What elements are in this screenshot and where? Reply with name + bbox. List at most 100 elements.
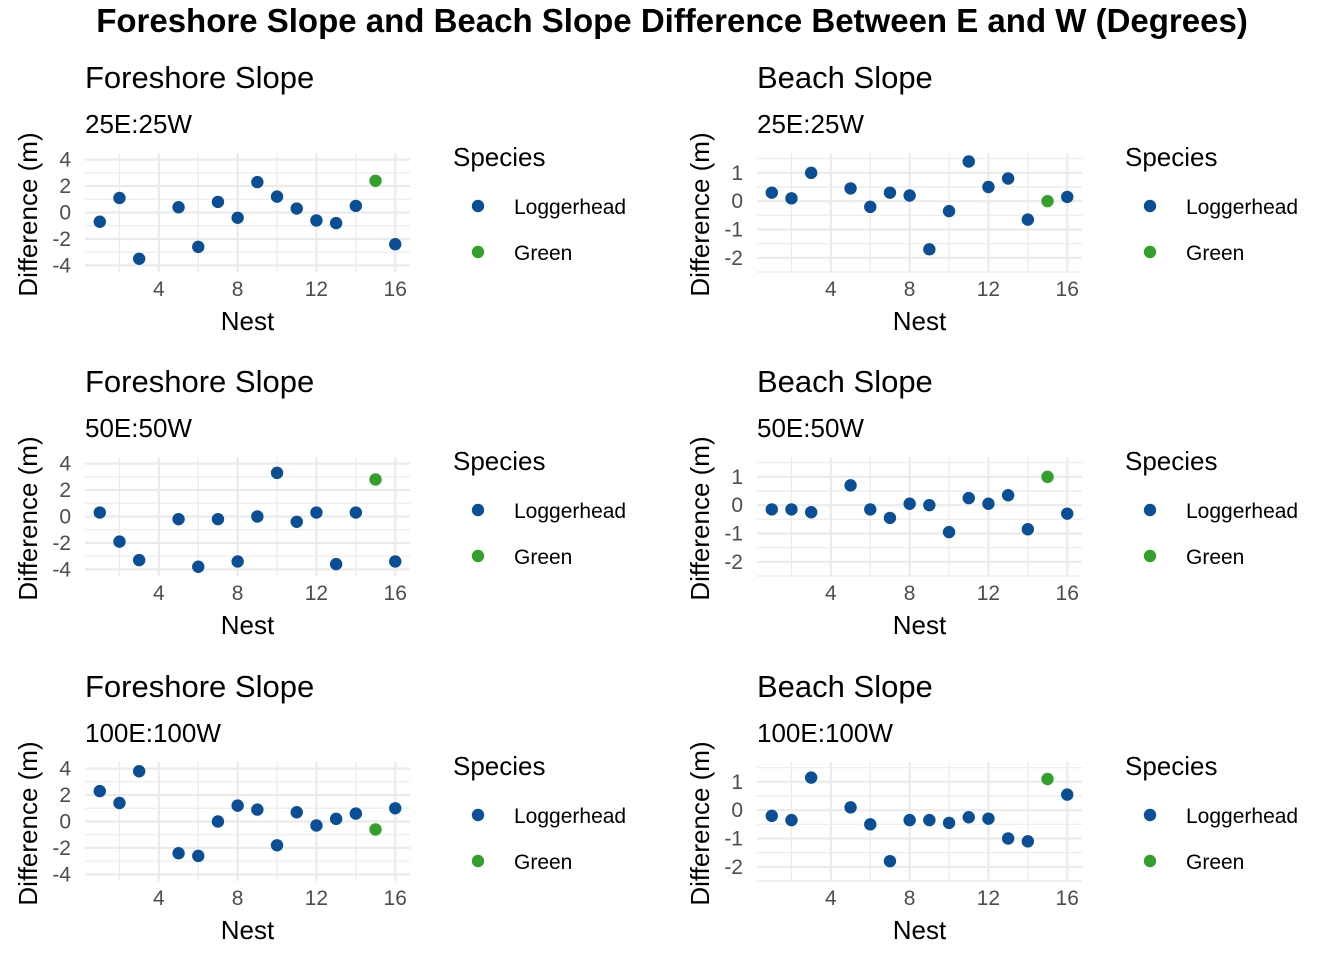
y-tick-label: -4	[52, 558, 71, 581]
legend-key-loggerhead	[471, 503, 485, 517]
chart-panel-5: Foreshore Slope 100E:100W 4 8 12 16 -4 -2 0 2 4 Nes…	[13, 669, 626, 945]
y-tick-label: 2	[59, 479, 71, 502]
y-tick-label: -2	[724, 247, 743, 270]
x-axis-label: Nest	[893, 610, 947, 640]
x-tick-label: 12	[305, 582, 328, 605]
legend-label: Green	[1186, 546, 1244, 569]
point-loggerhead	[1001, 489, 1015, 502]
point-loggerhead	[270, 839, 284, 852]
point-green	[1041, 470, 1054, 484]
point-loggerhead	[192, 240, 205, 254]
y-tick-label: 1	[731, 162, 743, 185]
point-loggerhead	[804, 166, 818, 180]
y-tick-label: 2	[59, 784, 71, 807]
point-loggerhead	[765, 809, 778, 823]
point-loggerhead	[903, 813, 916, 827]
y-tick-label: 2	[59, 175, 71, 198]
point-loggerhead	[923, 243, 936, 256]
point-loggerhead	[310, 819, 323, 832]
legend-key-green	[1143, 245, 1157, 259]
point-loggerhead	[329, 812, 343, 826]
legend-key-loggerhead	[1143, 503, 1157, 517]
point-loggerhead	[349, 199, 363, 213]
legend: Species Loggerhead Green	[1125, 751, 1298, 874]
point-loggerhead	[903, 497, 916, 510]
y-tick-label: -1	[724, 828, 743, 851]
point-loggerhead	[923, 498, 936, 512]
legend-title: Species	[453, 446, 546, 476]
point-loggerhead	[270, 190, 284, 203]
x-tick-label: 4	[825, 582, 837, 605]
point-loggerhead	[310, 214, 323, 227]
x-tick-label: 16	[1056, 582, 1079, 605]
point-loggerhead	[329, 557, 343, 571]
legend-label: Loggerhead	[1186, 196, 1298, 219]
point-loggerhead	[349, 506, 363, 519]
y-tick-label: 0	[731, 494, 743, 517]
panel-subtitle: 100E:100W	[85, 718, 221, 748]
panel-title: Foreshore Slope	[85, 60, 314, 95]
legend-key-green	[471, 854, 485, 868]
panel-subtitle: 25E:25W	[757, 109, 864, 139]
legend-key-green	[471, 549, 485, 563]
point-loggerhead	[211, 195, 225, 209]
legend-key-green	[1143, 854, 1157, 868]
legend-label: Loggerhead	[514, 805, 626, 828]
y-tick-label: -2	[724, 551, 743, 574]
point-loggerhead	[251, 175, 264, 189]
panel-subtitle: 50E:50W	[757, 413, 864, 443]
legend-key-loggerhead	[1143, 808, 1157, 822]
point-loggerhead	[132, 765, 146, 778]
legend-label: Green	[514, 546, 572, 569]
x-tick-label: 4	[153, 582, 165, 605]
point-loggerhead	[1001, 832, 1015, 845]
point-loggerhead	[389, 802, 402, 815]
y-tick-label: -2	[52, 532, 71, 555]
x-tick-label: 8	[232, 582, 244, 605]
x-axis-label: Nest	[221, 306, 275, 336]
point-loggerhead	[172, 201, 185, 214]
y-tick-label: -2	[724, 856, 743, 879]
x-tick-label: 16	[1056, 278, 1079, 301]
point-loggerhead	[389, 555, 402, 568]
x-tick-label: 8	[232, 278, 244, 301]
point-loggerhead	[942, 816, 956, 830]
point-loggerhead	[93, 506, 106, 519]
x-axis-label: Nest	[221, 610, 275, 640]
point-loggerhead	[844, 182, 857, 195]
x-tick-label: 8	[904, 278, 916, 301]
point-loggerhead	[982, 497, 995, 510]
legend-label: Loggerhead	[514, 500, 626, 523]
y-axis-label: Difference (m)	[685, 132, 715, 296]
point-loggerhead	[251, 803, 264, 816]
point-green	[1041, 772, 1054, 786]
panel-title: Beach Slope	[757, 364, 933, 399]
point-loggerhead	[389, 238, 402, 251]
point-loggerhead	[982, 812, 995, 825]
legend-label: Green	[514, 242, 572, 265]
y-tick-label: 4	[59, 149, 71, 172]
point-loggerhead	[93, 215, 106, 228]
legend-key-loggerhead	[471, 199, 485, 213]
point-loggerhead	[962, 811, 975, 824]
y-tick-label: -2	[52, 228, 71, 251]
point-loggerhead	[192, 849, 205, 863]
point-loggerhead	[883, 854, 897, 868]
point-loggerhead	[132, 252, 146, 265]
y-tick-label: 0	[59, 811, 71, 834]
x-tick-label: 4	[825, 887, 837, 910]
x-tick-label: 4	[153, 278, 165, 301]
x-tick-label: 16	[384, 887, 407, 910]
legend: Species Loggerhead Green	[453, 142, 626, 265]
legend-label: Green	[514, 851, 572, 874]
point-loggerhead	[310, 506, 323, 519]
legend-key-green	[1143, 549, 1157, 563]
y-axis-label: Difference (m)	[685, 436, 715, 600]
point-green	[1041, 194, 1054, 208]
legend-label: Loggerhead	[1186, 500, 1298, 523]
point-loggerhead	[290, 515, 303, 528]
point-loggerhead	[942, 204, 956, 218]
point-loggerhead	[864, 818, 877, 831]
x-axis-label: Nest	[221, 915, 275, 945]
